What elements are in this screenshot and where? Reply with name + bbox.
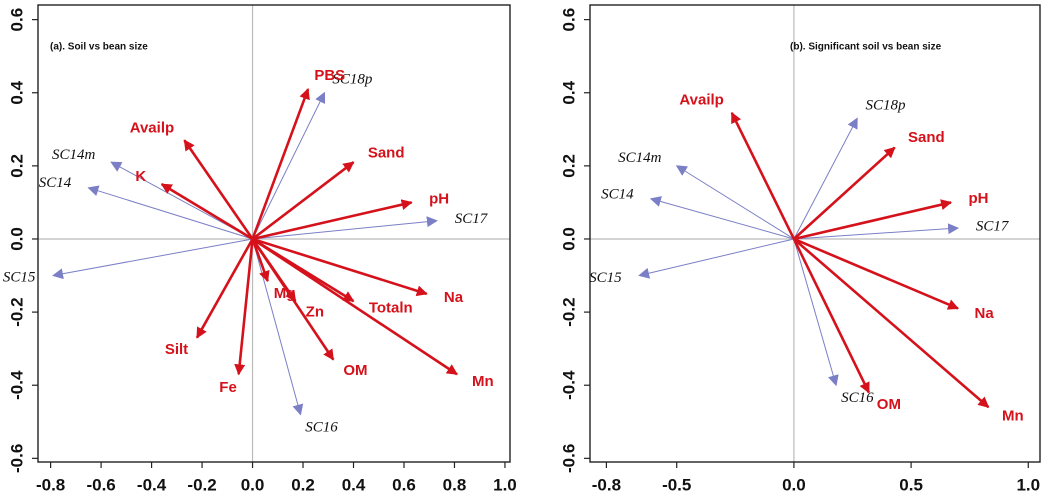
vector-label: Silt	[165, 341, 188, 358]
vector-label: K	[135, 168, 146, 185]
vector-label: Availp	[679, 91, 723, 108]
vector-arrow	[793, 199, 953, 241]
vector-label: Mn	[472, 373, 494, 390]
y-tick-label: -0.6	[7, 444, 26, 473]
y-tick-label: -0.2	[7, 297, 26, 326]
x-tick-label: 0.2	[291, 475, 315, 494]
vector-arrow	[251, 161, 355, 241]
y-tick-label: 0.0	[7, 227, 26, 251]
x-tick-label: -0.2	[187, 475, 216, 494]
vector-arrow	[793, 238, 839, 387]
vector-label: SC14m	[52, 147, 96, 163]
x-tick-label: -0.4	[137, 475, 167, 494]
vector-label: Mn	[1002, 407, 1024, 424]
vector-label: SC16	[305, 419, 338, 435]
x-tick-label: -0.5	[662, 475, 691, 494]
vector-arrow	[793, 223, 960, 240]
vector-arrow	[234, 238, 254, 376]
y-tick-label: 0.2	[559, 154, 578, 178]
vector-label: Na	[975, 305, 995, 322]
vector-label: Zn	[306, 304, 324, 321]
plot-frame	[589, 4, 1041, 463]
chart-title: (b). Significant soil vs bean size	[790, 42, 942, 53]
y-tick-label: 0.4	[559, 80, 578, 104]
vector-arrow	[251, 238, 335, 361]
y-tick-label: 0.2	[7, 154, 26, 178]
vector-label: Sand	[368, 145, 405, 162]
vector-arrow	[252, 238, 304, 416]
vector-label: Na	[444, 289, 464, 306]
vector-label: pH	[968, 190, 988, 207]
y-tick-label: -0.4	[7, 370, 26, 400]
x-tick-label: 0.5	[899, 475, 923, 494]
vector-arrow	[251, 237, 458, 376]
vector-label: OM	[343, 362, 367, 379]
vector-arrow	[252, 237, 428, 297]
vector-label: Totaln	[369, 299, 413, 316]
x-tick-label: 0.0	[782, 475, 806, 494]
y-tick-label: 0.0	[559, 227, 578, 251]
vector-label: pH	[429, 190, 449, 207]
x-tick-label: -0.6	[86, 475, 115, 494]
x-tick-label: 1.0	[1016, 475, 1040, 494]
vector-arrow	[87, 185, 253, 240]
vector-arrow	[183, 139, 254, 240]
vector-arrow	[649, 196, 795, 240]
vector-arrow	[792, 238, 871, 394]
vector-label: SC14	[39, 175, 72, 191]
vector-label: SC15	[589, 270, 622, 286]
vector-label: SC14	[601, 186, 634, 202]
x-tick-label: 1.0	[493, 475, 517, 494]
vector-label: PBS	[314, 67, 345, 84]
chart-title: (a). Soil vs bean size	[50, 42, 148, 53]
y-tick-label: 0.4	[7, 80, 26, 104]
vector-label: SC17	[455, 211, 489, 227]
vector-label: Fe	[219, 379, 237, 396]
vector-label: SC14m	[618, 150, 662, 166]
x-tick-label: -0.8	[36, 475, 65, 494]
vector-arrow	[252, 91, 326, 240]
vector-arrow	[793, 237, 959, 310]
vector-arrow	[160, 183, 254, 241]
vector-label: SC17	[976, 219, 1010, 235]
vector-label: SC16	[841, 390, 874, 406]
vector-arrow	[793, 146, 896, 240]
plot-frame	[37, 4, 511, 463]
vector-arrow	[252, 199, 413, 241]
vector-arrow	[251, 238, 270, 283]
vector-label: Availp	[130, 120, 174, 137]
vector-arrow	[252, 216, 438, 240]
vector-arrow	[675, 165, 795, 240]
x-tick-label: -0.8	[592, 475, 621, 494]
vector-arrow	[730, 111, 796, 240]
vector-arrow	[793, 238, 990, 409]
y-tick-label: 0.6	[559, 8, 578, 32]
vector-label: OM	[877, 396, 901, 413]
vector-arrow	[52, 238, 253, 280]
y-tick-label: -0.4	[559, 370, 578, 400]
vector-arrow	[793, 117, 858, 240]
x-tick-label: 0.4	[342, 475, 366, 494]
vector-label: SC15	[3, 270, 36, 286]
vector-label: SC18p	[866, 97, 907, 113]
vector-arrow	[638, 238, 795, 279]
x-tick-label: 0.6	[392, 475, 416, 494]
vector-arrow	[251, 88, 310, 240]
vector-arrow	[195, 238, 254, 339]
x-tick-label: 0.8	[443, 475, 467, 494]
vector-label: SC18p	[332, 72, 373, 88]
x-tick-label: 0.0	[241, 475, 265, 494]
y-tick-label: -0.2	[559, 297, 578, 326]
y-tick-label: 0.6	[7, 8, 26, 32]
vector-label: Sand	[908, 129, 945, 146]
y-tick-label: -0.6	[559, 444, 578, 473]
